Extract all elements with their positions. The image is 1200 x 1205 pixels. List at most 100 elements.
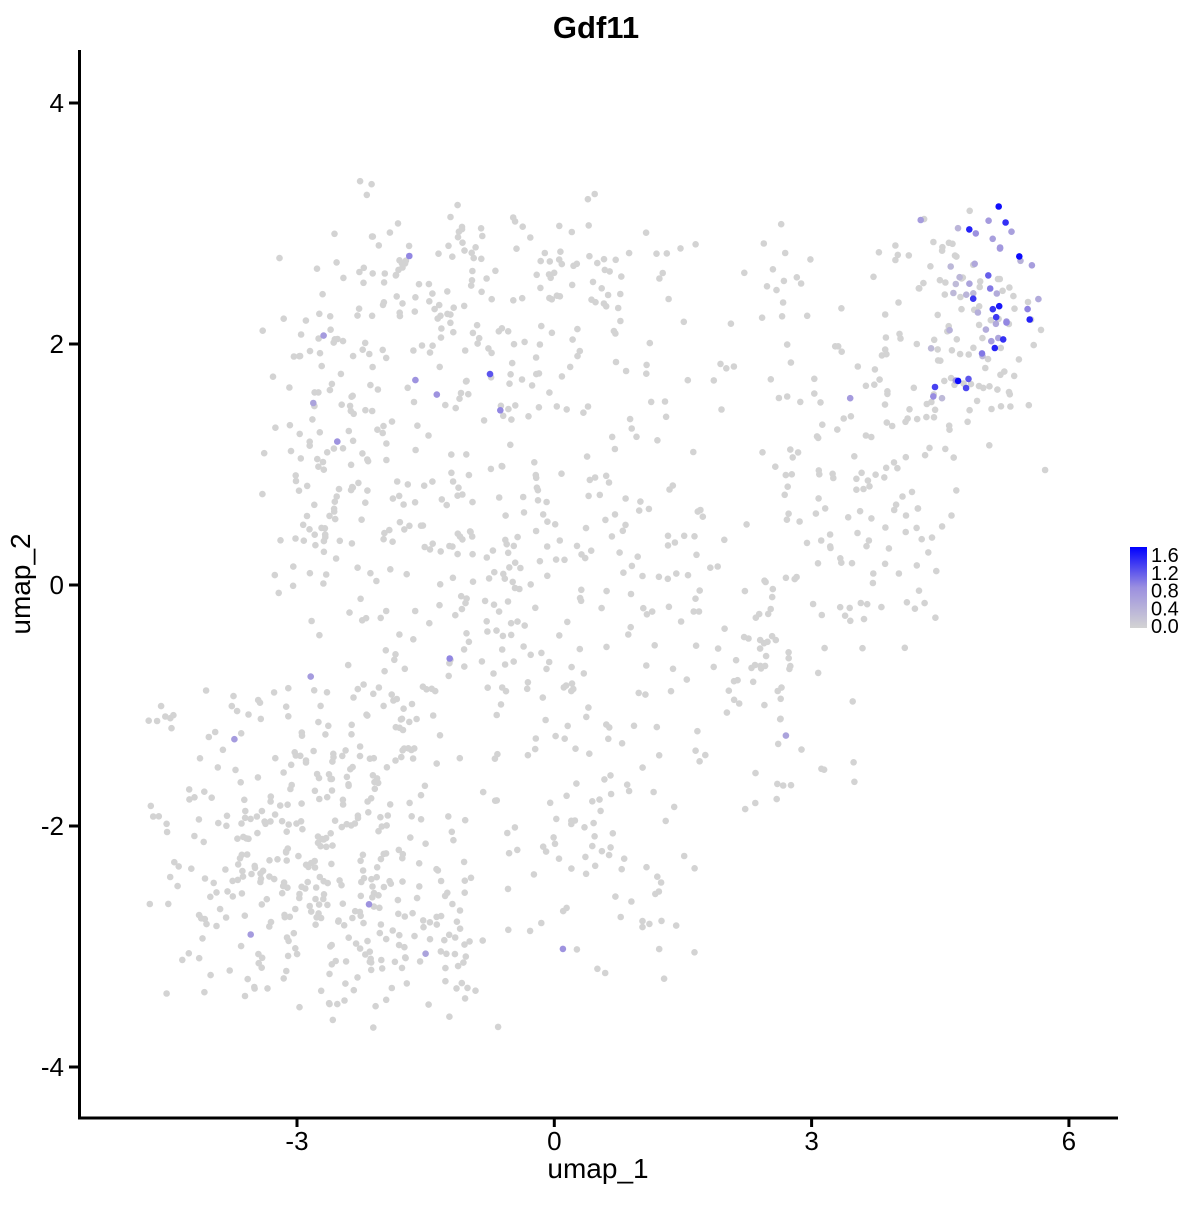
data-point	[367, 569, 374, 577]
data-point	[455, 228, 463, 235]
data-point	[1041, 466, 1049, 474]
data-point	[253, 813, 261, 820]
data-point	[1024, 305, 1031, 313]
data-point	[545, 658, 553, 666]
data-point	[881, 401, 889, 408]
data-point	[409, 755, 417, 762]
data-point	[597, 807, 604, 815]
data-point	[863, 542, 870, 550]
data-point	[946, 326, 953, 334]
data-point	[326, 1000, 333, 1008]
data-point	[607, 844, 614, 851]
data-point	[163, 828, 171, 836]
data-point	[339, 801, 347, 808]
data-point	[376, 904, 383, 912]
data-point	[297, 455, 305, 462]
data-point	[483, 554, 491, 561]
data-point	[854, 529, 861, 537]
data-point	[357, 857, 364, 865]
data-point	[348, 540, 356, 547]
data-point	[490, 670, 497, 677]
data-point	[785, 649, 792, 656]
data-point	[947, 263, 954, 270]
data-point	[635, 507, 643, 514]
data-point	[467, 528, 474, 536]
data-point	[258, 807, 266, 815]
data-point	[963, 291, 970, 299]
data-point	[433, 391, 441, 398]
data-point	[392, 757, 399, 764]
data-point	[237, 779, 244, 786]
data-point	[667, 687, 675, 695]
data-point	[811, 390, 818, 397]
data-point	[380, 883, 388, 891]
data-point	[310, 687, 318, 694]
data-point	[856, 507, 864, 515]
data-point	[349, 914, 356, 922]
data-point	[347, 765, 354, 773]
data-point	[552, 556, 560, 563]
data-point	[470, 254, 478, 262]
data-point	[890, 459, 898, 466]
data-point	[821, 505, 829, 512]
data-point	[730, 677, 738, 685]
data-point	[524, 679, 532, 686]
data-point	[913, 562, 921, 569]
data-point	[153, 717, 161, 725]
data-point	[196, 755, 204, 762]
data-point	[556, 537, 564, 544]
data-point	[612, 358, 620, 366]
data-point	[364, 937, 371, 945]
data-point	[467, 282, 475, 289]
data-point	[913, 340, 921, 348]
data-point	[664, 575, 672, 583]
data-point	[532, 471, 540, 479]
data-point	[420, 482, 428, 490]
data-point	[293, 950, 301, 958]
data-point	[284, 952, 292, 960]
data-point	[315, 463, 322, 471]
data-point	[589, 842, 596, 850]
data-point	[892, 256, 899, 264]
data-point	[448, 451, 455, 458]
data-point	[315, 335, 322, 342]
data-point	[356, 268, 363, 276]
data-point	[655, 573, 663, 581]
data-point	[186, 796, 193, 803]
data-point	[346, 609, 353, 616]
data-point	[429, 540, 437, 547]
data-point	[902, 418, 909, 426]
data-point	[461, 995, 469, 1002]
data-point	[327, 775, 334, 783]
data-point	[587, 547, 595, 554]
data-point	[406, 252, 413, 260]
data-point	[324, 879, 332, 887]
data-point	[714, 563, 721, 570]
data-point	[307, 908, 315, 915]
data-point	[463, 377, 470, 385]
data-point	[350, 986, 358, 994]
data-point	[357, 595, 364, 603]
data-point	[618, 273, 625, 280]
data-point	[721, 536, 728, 544]
data-point	[882, 524, 889, 531]
data-point	[292, 472, 300, 479]
data-point	[964, 418, 971, 426]
data-point	[507, 371, 514, 378]
data-point	[573, 780, 580, 787]
data-point	[942, 445, 949, 453]
data-point	[309, 416, 316, 423]
data-point	[488, 349, 495, 357]
data-point	[219, 746, 227, 754]
data-point	[782, 732, 790, 739]
data-point	[684, 571, 692, 579]
data-point	[930, 393, 937, 400]
data-point	[906, 406, 913, 413]
data-point	[789, 454, 796, 461]
data-point	[338, 401, 346, 409]
data-point	[395, 266, 402, 274]
data-point	[580, 409, 587, 417]
data-point	[627, 623, 634, 631]
data-point	[495, 328, 503, 335]
data-point	[446, 655, 454, 662]
